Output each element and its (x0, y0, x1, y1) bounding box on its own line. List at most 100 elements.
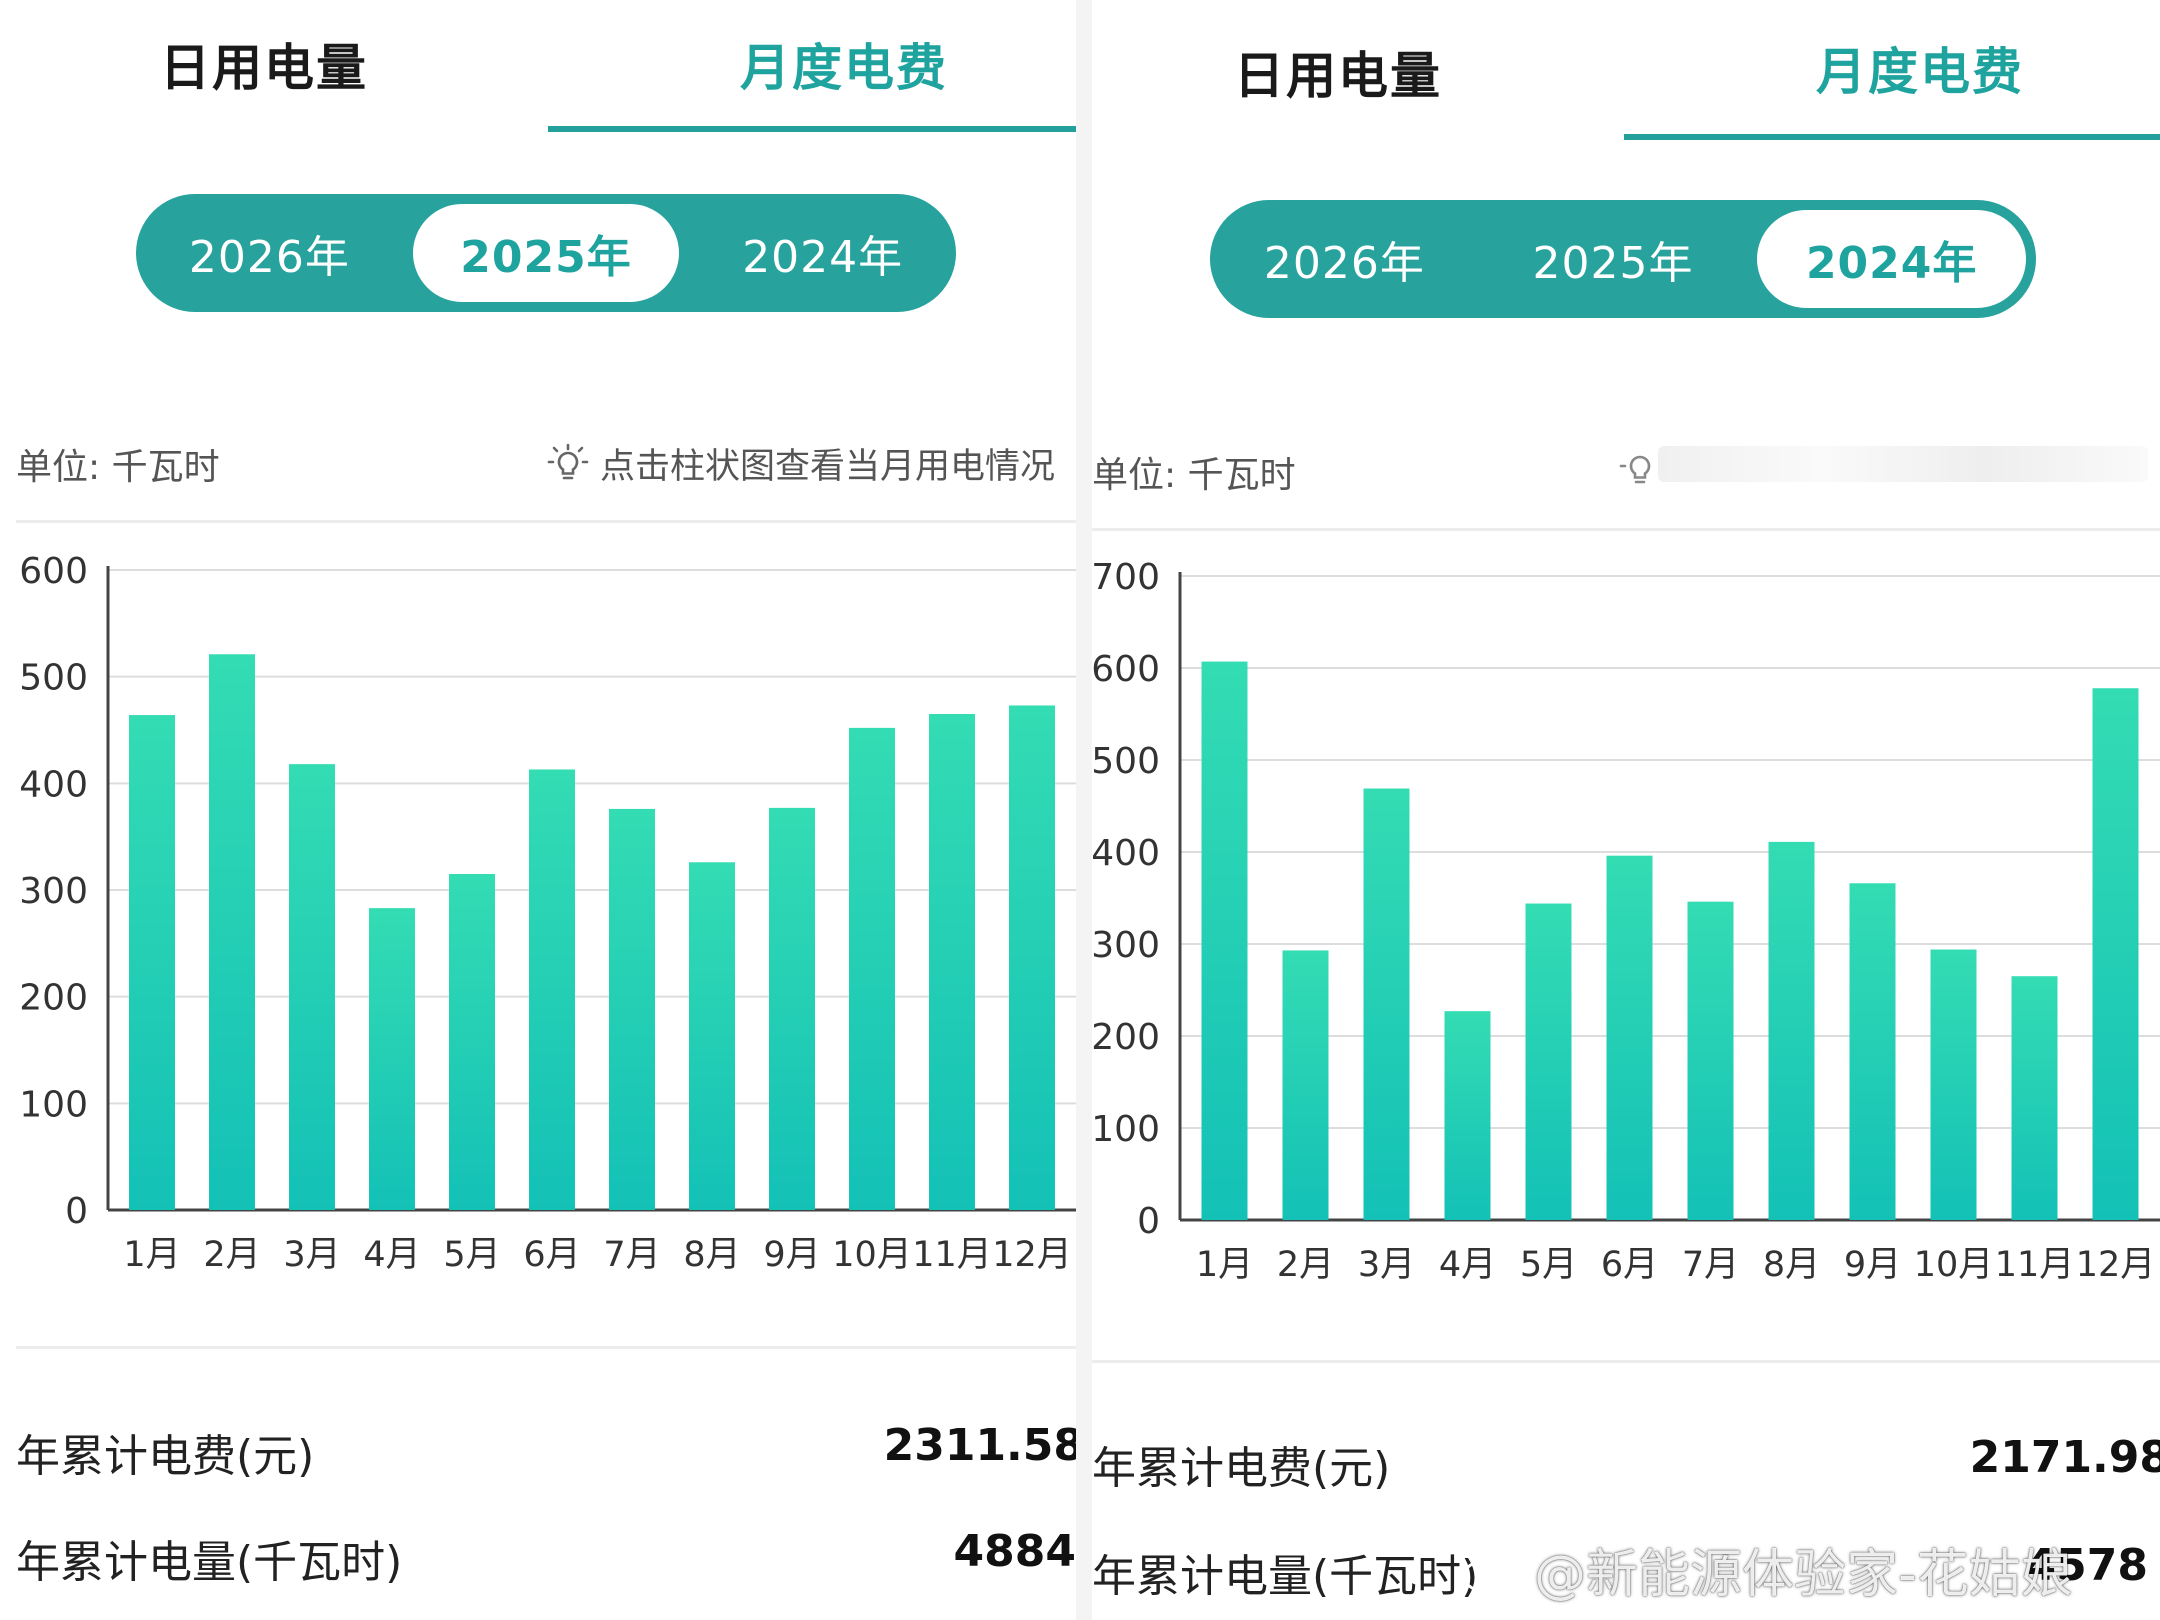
year-selector: 2026年 2025年 2024年 (1210, 200, 2036, 318)
chart-hint: 点击柱状图查看当月用电情况 (546, 438, 1055, 489)
x-tick-label: 6月 (523, 1235, 580, 1275)
year-selector: 2026年 2025年 2024年 (136, 194, 956, 312)
panel-divider (1076, 0, 1092, 1620)
x-tick-label: 12月 (992, 1235, 1072, 1275)
y-tick-label: 600 (1092, 649, 1160, 690)
y-tick-label: 400 (19, 764, 88, 805)
y-tick-label: 300 (1092, 925, 1160, 966)
x-tick-label: 10月 (1914, 1245, 1994, 1285)
x-tick-label: 7月 (1682, 1245, 1739, 1285)
bar-11月[interactable] (929, 714, 975, 1210)
bar-6月[interactable] (529, 769, 575, 1210)
y-tick-label: 0 (65, 1191, 88, 1232)
x-tick-label: 10月 (832, 1235, 912, 1275)
y-tick-label: 100 (19, 1084, 88, 1125)
section-divider (16, 1346, 1076, 1349)
bar-12月[interactable] (1009, 705, 1055, 1210)
x-tick-label: 2月 (203, 1235, 260, 1275)
bar-2月[interactable] (1282, 950, 1329, 1220)
y-tick-label: 200 (19, 978, 88, 1019)
monthly-usage-chart-2025: 0 100 200 300 400 500 600 1月 2月 3月 4月 5月 6月 7月 8月 9月 10月… (19, 551, 1076, 1275)
bar-5月[interactable] (449, 874, 495, 1210)
x-tick-label: 9月 (1844, 1245, 1901, 1285)
active-tab-underline (548, 126, 1076, 132)
annual-usage-label: 年累计电量(千瓦时) (16, 1537, 403, 1588)
y-tick-label: 500 (19, 658, 88, 699)
active-tab-underline (1624, 134, 2160, 140)
lightbulb-icon (1618, 446, 1662, 490)
bar-10月[interactable] (1930, 949, 1977, 1220)
x-tick-label: 1月 (123, 1235, 180, 1275)
x-tick-label: 5月 (1520, 1245, 1577, 1285)
panel-2024: 日用电量 月度电费 2026年 2025年 2024年 单位: 千瓦时 0 100… (1092, 0, 2160, 1620)
bar-8月[interactable] (1768, 841, 1815, 1220)
bar-1月[interactable] (1201, 661, 1248, 1220)
bar-3月[interactable] (1363, 788, 1410, 1220)
unit-label: 单位: 千瓦时 (16, 447, 220, 488)
y-tick-label: 0 (1137, 1201, 1160, 1242)
bar-9月[interactable] (1849, 883, 1896, 1220)
chart-hint-text: 点击柱状图查看当月用电情况 (600, 447, 1056, 487)
bar-3月[interactable] (289, 764, 335, 1210)
lightbulb-icon (546, 442, 590, 486)
x-tick-label: 5月 (443, 1235, 500, 1275)
x-tick-label: 11月 (1995, 1245, 2075, 1285)
x-tick-label: 2月 (1277, 1245, 1334, 1285)
bar-6月[interactable] (1606, 855, 1653, 1220)
x-tick-label: 4月 (363, 1235, 420, 1275)
y-tick-label: 200 (1092, 1017, 1160, 1058)
watermark-text: @新能源体验家-花姑娘 (1534, 1545, 2073, 1605)
y-tick-label: 300 (19, 871, 88, 912)
bar-7月[interactable] (609, 808, 655, 1210)
section-divider (1092, 528, 2160, 531)
bar-4月[interactable] (1444, 1011, 1491, 1220)
monthly-usage-chart-2024: 0 100 200 300 400 500 600 700 1月 2月 3月 4月 5月 6月 7月 8月 9月… (1092, 557, 2160, 1285)
bar-5月[interactable] (1525, 903, 1572, 1220)
tab-daily-usage[interactable]: 日用电量 (160, 39, 368, 97)
year-option-2025[interactable]: 2025年 (408, 200, 684, 306)
x-tick-label: 8月 (1763, 1245, 1820, 1285)
panel-2025: 日用电量 月度电费 2026年 2025年 2024年 单位: 千瓦时 点击柱状… (0, 0, 1076, 1620)
year-option-2026[interactable]: 2026年 (188, 232, 350, 283)
bar-10月[interactable] (849, 727, 895, 1210)
weibo-icon (1460, 1544, 1524, 1596)
bar-7月[interactable] (1687, 901, 1734, 1220)
x-tick-label: 6月 (1601, 1245, 1658, 1285)
x-tick-label: 1月 (1196, 1245, 1253, 1285)
x-tick-label: 8月 (683, 1235, 740, 1275)
y-tick-label: 700 (1092, 557, 1160, 598)
annual-cost-label: 年累计电费(元) (1092, 1443, 1391, 1494)
x-tick-label: 11月 (912, 1235, 992, 1275)
annual-usage-value: 4578 (2025, 1540, 2148, 1591)
unit-label: 单位: 千瓦时 (1092, 455, 1296, 496)
year-option-2026[interactable]: 2026年 (1263, 238, 1425, 289)
section-divider (16, 520, 1076, 523)
bar-1月[interactable] (129, 715, 175, 1210)
annual-cost-value: 2171.98 (1969, 1432, 2160, 1483)
section-divider (1092, 1360, 2160, 1363)
tab-daily-usage[interactable]: 日用电量 (1234, 47, 1442, 105)
year-option-2025[interactable]: 2025年 (1532, 238, 1694, 289)
tab-monthly-bill[interactable]: 月度电费 (1816, 43, 2024, 101)
x-tick-label: 3月 (283, 1235, 340, 1275)
year-option-2024[interactable]: 2024年 (1753, 206, 2031, 312)
bar-12月[interactable] (2092, 688, 2139, 1220)
bar-9月[interactable] (769, 807, 815, 1210)
year-option-2024[interactable]: 2024年 (742, 232, 904, 283)
x-tick-label: 9月 (763, 1235, 820, 1275)
y-tick-label: 600 (19, 551, 88, 592)
y-tick-label: 500 (1092, 741, 1160, 782)
bar-8月[interactable] (689, 862, 735, 1210)
y-tick-label: 400 (1092, 833, 1160, 874)
annual-cost-value: 2311.58 (883, 1420, 1076, 1471)
bar-11月[interactable] (2011, 976, 2058, 1220)
y-tick-label: 100 (1092, 1109, 1160, 1150)
watermark: @新能源体验家-花姑娘 (1460, 1532, 2073, 1607)
bar-2月[interactable] (209, 654, 255, 1210)
tab-monthly-bill[interactable]: 月度电费 (740, 39, 948, 97)
x-tick-label: 12月 (2076, 1245, 2156, 1285)
x-tick-label: 7月 (603, 1235, 660, 1275)
x-tick-label: 4月 (1439, 1245, 1496, 1285)
bar-4月[interactable] (369, 908, 415, 1210)
annual-usage-label: 年累计电量(千瓦时) (1092, 1551, 1479, 1602)
